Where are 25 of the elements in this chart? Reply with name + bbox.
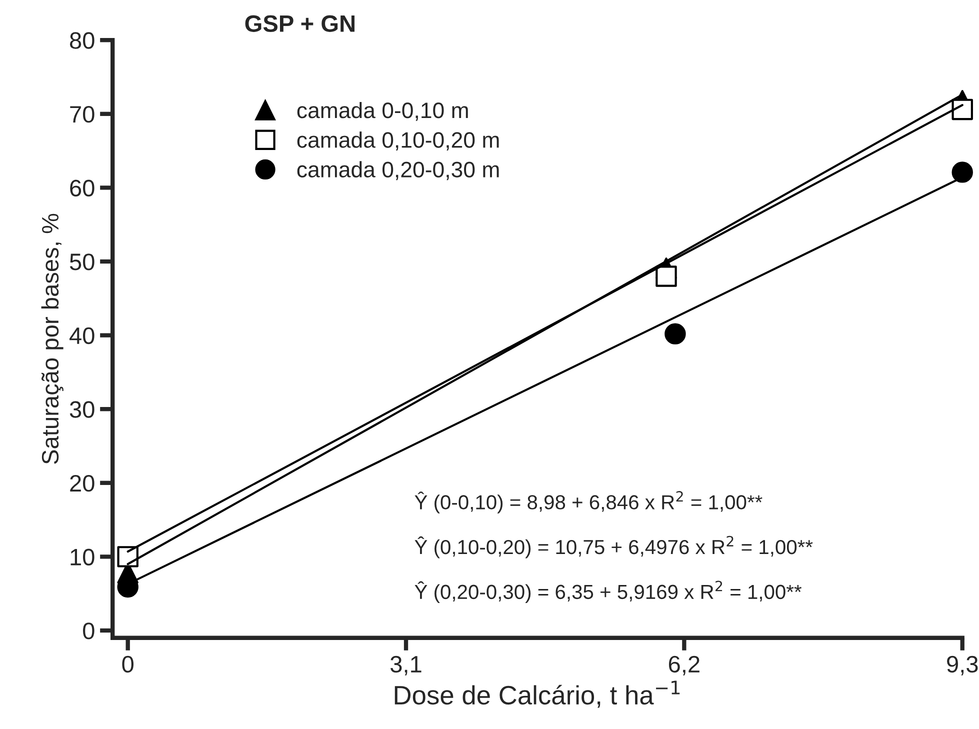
y-axis-title: Saturação por bases, % [41, 214, 64, 464]
y-tick-label: 30 [70, 401, 94, 418]
annotation: Ŷ (0-0,10) = 8,98 + 6,846 x R$^{2}$ = 1,00** [414, 491, 762, 514]
y-tick-label: 60 [70, 180, 94, 196]
chart-title: GSP + GN [245, 15, 354, 32]
annotation: Ŷ (0,20-0,30) = 6,35 + 5,9169 x R$^{2}$ = 1,00** [414, 580, 802, 604]
legend-label: camada 0,10-0,20 m [297, 132, 499, 150]
x-tick-label: 0 [122, 656, 134, 673]
x-axis-title: Dose de Calcário, t ha$^{−1}$ [394, 680, 680, 708]
y-tick-label: 80 [70, 32, 94, 49]
x-tick-label: 9,3 [947, 656, 978, 676]
y-tick-label: 50 [70, 254, 94, 270]
y-tick-label: 20 [70, 474, 94, 492]
y-tick-label: 70 [70, 106, 94, 123]
y-tick-label: 10 [70, 548, 94, 566]
legend-label: camada 0,20-0,30 m [297, 161, 499, 180]
x-tick-label: 3,1 [390, 656, 422, 676]
point [664, 323, 686, 344]
annotation: Ŷ (0,10-0,20) = 10,75 + 6,4976 x R$^{2}$ = 1,00** [414, 536, 813, 558]
y-tick-label: 40 [70, 327, 94, 344]
point [952, 162, 973, 183]
y-tick-label: 0 [83, 622, 94, 640]
legend-label: camada 0-0,10 m [297, 102, 468, 121]
point [952, 98, 973, 120]
x-tick-label: 6,2 [668, 656, 700, 676]
